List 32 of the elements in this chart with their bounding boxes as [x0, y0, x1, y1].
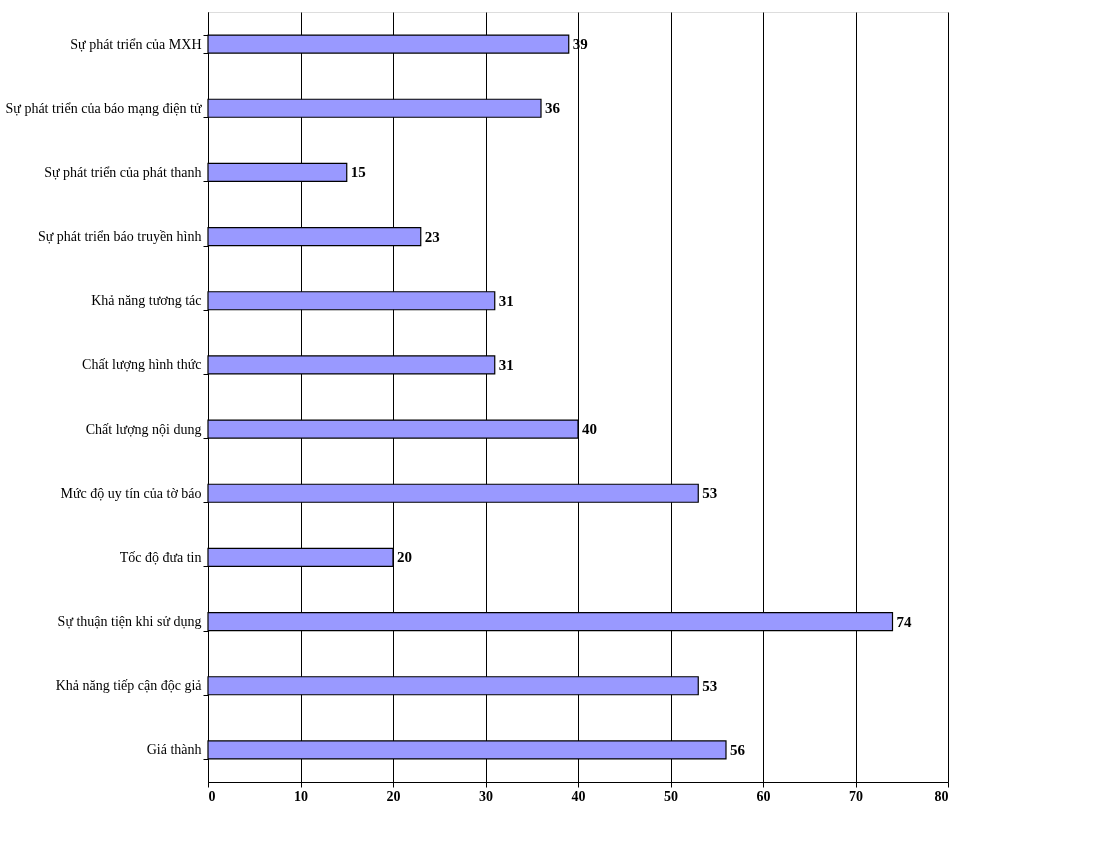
y-tick-label: Chất lượng nội dung [85, 421, 202, 437]
y-tick-label: Sự phát triển của phát thanh [44, 164, 202, 180]
x-tick-label: 10 [294, 788, 308, 804]
y-tick-label: Chất lượng hình thức [82, 357, 202, 373]
data-label: 56 [730, 741, 746, 758]
data-label: 53 [702, 677, 718, 694]
y-tick-label: Mức độ uy tín của tờ báo [60, 485, 202, 501]
y-tick-label: Sự phát triển của báo mạng điện tử [5, 100, 202, 116]
data-label: 15 [350, 164, 366, 181]
x-tick-label: 60 [756, 788, 771, 804]
y-tick-label: Sự phát triển báo truyền hình [37, 229, 202, 245]
x-tick-label: 80 [934, 788, 949, 804]
data-label: 31 [498, 292, 514, 309]
x-tick-label: 70 [849, 788, 863, 804]
x-tick-label: 50 [664, 788, 678, 804]
y-tick-label: Sự phát triển của MXH [70, 36, 202, 52]
data-label: 20 [397, 549, 412, 566]
y-tick-label: Khả năng tương tác [91, 293, 202, 309]
data-label: 31 [498, 356, 514, 373]
data-label: 23 [424, 228, 440, 245]
x-tick-label: 40 [571, 788, 586, 804]
y-tick-label: Khả năng tiếp cận độc giả [55, 678, 203, 694]
x-tick-label: 20 [386, 788, 401, 804]
y-tick-label: Sự thuận tiện khi sử dụng [57, 614, 202, 630]
data-label: 74 [896, 613, 912, 630]
x-tick-label: 0 [208, 788, 216, 804]
x-tick-label: 30 [479, 788, 493, 804]
y-tick-label: Giá thành [146, 742, 202, 758]
data-label: 40 [582, 421, 597, 438]
y-tick-label: Tốc độ đưa tin [119, 549, 202, 565]
data-label: 36 [545, 100, 561, 117]
data-label: 53 [702, 485, 718, 502]
